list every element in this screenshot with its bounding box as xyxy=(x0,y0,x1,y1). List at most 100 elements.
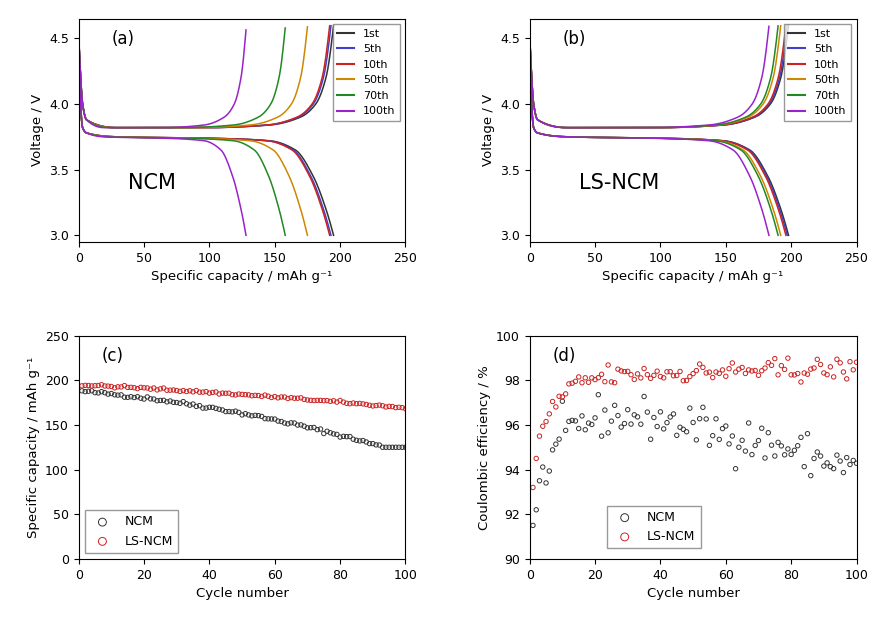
NCM xyxy=(703,440,717,450)
NCM xyxy=(836,468,850,478)
LS-NCM xyxy=(121,383,135,392)
LS-NCM xyxy=(575,378,589,388)
NCM xyxy=(252,410,266,420)
X-axis label: Cycle number: Cycle number xyxy=(196,587,288,600)
NCM xyxy=(709,414,723,424)
LS-NCM xyxy=(177,386,191,396)
NCM xyxy=(173,398,187,408)
LS-NCM xyxy=(278,392,292,402)
LS-NCM xyxy=(314,396,328,406)
LS-NCM xyxy=(667,371,681,381)
NCM xyxy=(742,418,756,428)
LS-NCM xyxy=(156,383,170,393)
X-axis label: Specific capacity / mAh g⁻¹: Specific capacity / mAh g⁻¹ xyxy=(602,270,784,283)
NCM xyxy=(581,418,595,428)
NCM xyxy=(585,420,599,430)
X-axis label: Specific capacity / mAh g⁻¹: Specific capacity / mAh g⁻¹ xyxy=(151,270,333,283)
NCM xyxy=(641,407,655,417)
NCM xyxy=(732,442,746,452)
NCM xyxy=(124,392,138,402)
NCM xyxy=(320,426,334,436)
LS-NCM xyxy=(565,378,579,388)
NCM xyxy=(333,432,347,442)
LS-NCM xyxy=(137,383,151,392)
LS-NCM xyxy=(170,386,184,396)
NCM xyxy=(768,451,782,461)
NCM xyxy=(329,430,343,440)
NCM xyxy=(232,407,246,417)
NCM xyxy=(235,410,249,420)
NCM xyxy=(572,424,586,433)
NCM xyxy=(526,520,540,530)
LS-NCM xyxy=(549,402,563,412)
LS-NCM xyxy=(190,386,204,396)
LS-NCM xyxy=(320,396,334,406)
NCM xyxy=(94,387,108,397)
NCM xyxy=(621,405,635,415)
Legend: NCM, LS-NCM: NCM, LS-NCM xyxy=(607,506,701,548)
LS-NCM xyxy=(601,360,615,370)
LS-NCM xyxy=(654,371,668,381)
NCM xyxy=(598,405,612,415)
LS-NCM xyxy=(329,397,343,407)
LS-NCM xyxy=(134,383,148,392)
NCM xyxy=(765,440,779,450)
LS-NCM xyxy=(536,421,550,431)
Text: (d): (d) xyxy=(552,347,576,365)
NCM xyxy=(258,414,272,424)
LS-NCM xyxy=(647,370,661,380)
LS-NCM xyxy=(192,388,206,397)
NCM xyxy=(693,414,707,424)
NCM xyxy=(718,421,732,431)
LS-NCM xyxy=(163,385,177,395)
LS-NCM xyxy=(683,371,697,381)
NCM xyxy=(336,432,350,442)
LS-NCM xyxy=(173,386,187,396)
LS-NCM xyxy=(186,387,200,397)
LS-NCM xyxy=(628,374,642,384)
NCM xyxy=(141,392,155,402)
LS-NCM xyxy=(111,382,125,392)
NCM xyxy=(739,446,753,456)
NCM xyxy=(147,394,161,404)
Text: NCM: NCM xyxy=(128,173,176,193)
NCM xyxy=(748,440,762,450)
LS-NCM xyxy=(395,402,409,412)
LS-NCM xyxy=(265,392,279,402)
NCM xyxy=(539,478,553,488)
NCM xyxy=(327,429,341,439)
LS-NCM xyxy=(369,401,383,410)
LS-NCM xyxy=(722,364,736,374)
NCM xyxy=(216,405,230,415)
LS-NCM xyxy=(239,390,253,400)
NCM xyxy=(814,451,828,461)
LS-NCM xyxy=(581,378,595,388)
LS-NCM xyxy=(787,370,801,380)
LS-NCM xyxy=(735,363,749,373)
Text: LS-NCM: LS-NCM xyxy=(579,173,659,193)
LS-NCM xyxy=(353,399,367,409)
NCM xyxy=(690,435,704,445)
LS-NCM xyxy=(817,368,831,378)
LS-NCM xyxy=(755,366,769,376)
LS-NCM xyxy=(297,394,311,404)
LS-NCM xyxy=(598,377,612,387)
NCM xyxy=(239,409,253,419)
NCM xyxy=(565,415,579,425)
Y-axis label: Coulombic efficiency / %: Coulombic efficiency / % xyxy=(477,365,490,530)
LS-NCM xyxy=(291,393,305,403)
NCM xyxy=(735,435,749,445)
NCM xyxy=(307,422,321,432)
NCM xyxy=(552,434,566,444)
LS-NCM xyxy=(379,402,393,412)
NCM xyxy=(160,397,174,407)
LS-NCM xyxy=(840,374,854,384)
NCM xyxy=(579,425,593,435)
LS-NCM xyxy=(128,383,142,392)
LS-NCM xyxy=(739,368,753,378)
NCM xyxy=(225,407,239,417)
LS-NCM xyxy=(830,355,844,365)
LS-NCM xyxy=(771,370,785,380)
NCM xyxy=(117,392,131,402)
NCM xyxy=(186,399,200,409)
